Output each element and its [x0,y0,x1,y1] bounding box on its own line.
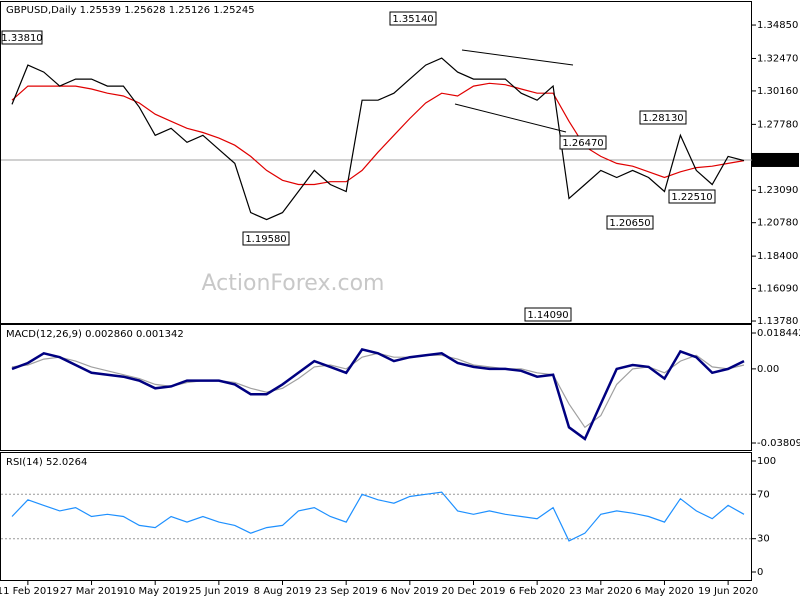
y-tick-label: -0.038095 [757,438,800,449]
y-tick-label: 30 [757,534,770,545]
x-tick-label: 6 Nov 2019 [381,586,439,597]
current-price-box [752,152,799,167]
annotation-box [639,110,687,125]
y-tick-label: 1.27780 [757,119,798,130]
x-tick-label: 19 Jun 2020 [698,586,758,597]
x-tick-label: 10 May 2019 [123,586,188,597]
annotation: 1.33810 [1,33,42,44]
y-tick-label: 1.34850 [757,20,798,31]
y-tick-label: 1.16090 [757,284,798,295]
x-tick-label: 6 May 2020 [635,586,694,597]
annotation-box [606,215,654,230]
watermark: ActionForex.com [202,271,385,296]
annotation: 1.14090 [527,310,568,321]
macd-panel [0,324,752,451]
annotation-box [559,135,607,150]
x-tick-label: 27 Mar 2019 [60,586,123,597]
y-tick-label: 1.30160 [757,86,798,97]
annotation: 1.26470 [562,138,603,149]
y-tick-label: 1.32470 [757,53,798,64]
annotation: 1.35140 [392,14,433,25]
x-tick-label: 11 Feb 2019 [0,586,59,597]
annotation: 1.22510 [671,192,712,203]
macd-title: MACD(12,26,9) 0.002860 0.001342 [6,329,184,340]
y-tick-label: 1.23090 [757,185,798,196]
series-line [11,57,745,221]
annotation: 1.20650 [609,218,650,229]
x-tick-label: 6 Feb 2020 [509,586,565,597]
x-tick-label: 23 Mar 2020 [569,586,632,597]
series-line [11,491,745,542]
y-tick-label: 100 [757,456,776,467]
x-tick-label: 20 Dec 2019 [442,586,506,597]
annotation-box [1,30,43,45]
annotation-box [389,11,437,26]
x-tick-label: 23 Sep 2019 [314,586,377,597]
x-tick-label: 25 Jun 2019 [189,586,249,597]
y-tick-label: 1.13780 [757,316,798,327]
annotation: 1.28130 [642,113,683,124]
annotation-box [524,307,572,322]
y-tick-label: 0.00 [757,364,779,375]
chart-title: GBPUSD,Daily 1.25539 1.25628 1.25126 1.2… [6,5,255,16]
y-tick-label: 0 [757,567,763,578]
y-tick-label: 0.018442 [757,328,800,339]
y-tick-label: 70 [757,489,770,500]
rsi-panel [0,452,752,581]
trendline [454,103,567,133]
trendline [461,49,574,66]
rsi-title: RSI(14) 52.0264 [6,457,87,468]
annotation: 1.19580 [245,234,286,245]
x-tick-label: 8 Aug 2019 [254,586,312,597]
annotation-box [242,231,290,246]
y-tick-label: 1.18400 [757,251,798,262]
series-line [11,347,745,441]
annotation-box [668,189,716,204]
current-price-label: 1.25245 [756,155,797,166]
y-tick-label: 1.20780 [757,218,798,229]
price-panel [0,1,752,324]
